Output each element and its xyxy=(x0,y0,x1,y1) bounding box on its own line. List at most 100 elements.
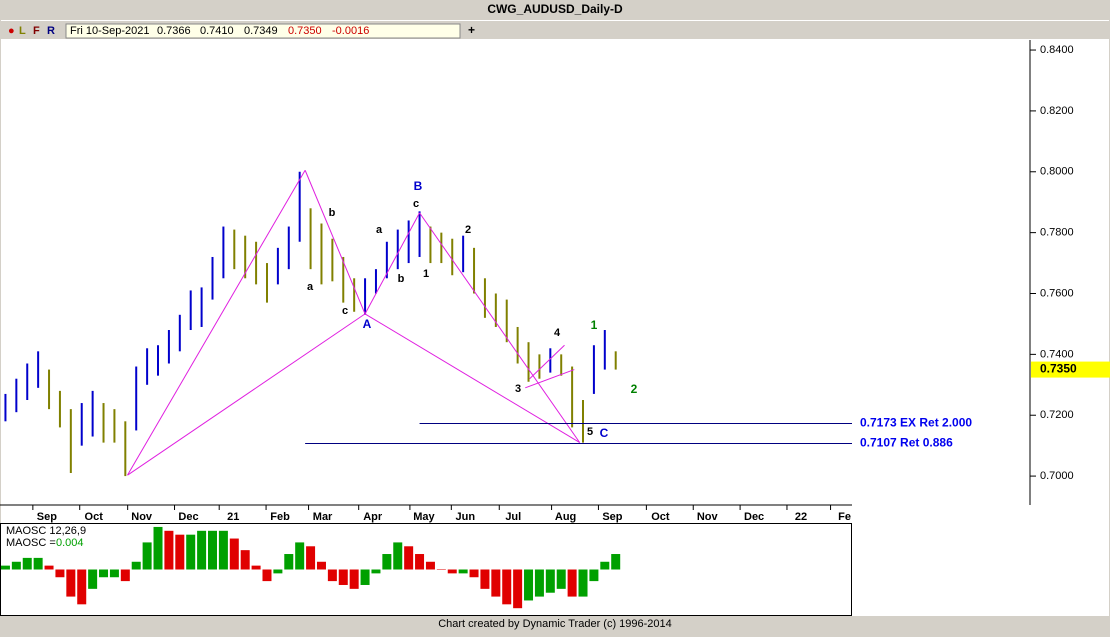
footer-bar xyxy=(0,616,1110,632)
osc-bar xyxy=(491,569,501,597)
osc-bar xyxy=(513,569,523,609)
osc-bar xyxy=(273,569,283,574)
wave-label: 2 xyxy=(465,224,471,236)
x-tick-label: May xyxy=(413,511,435,523)
wave-label: a xyxy=(307,281,314,293)
osc-bar xyxy=(208,530,217,570)
wave-label: 3 xyxy=(515,383,521,395)
x-tick-label: Nov xyxy=(131,511,153,523)
level-label: 0.7107 Ret 0.886 xyxy=(860,436,953,450)
osc-bar xyxy=(120,569,130,582)
osc-bar xyxy=(306,546,316,570)
osc-bar xyxy=(66,569,76,597)
osc-bar xyxy=(524,569,534,601)
osc-bar xyxy=(240,550,250,570)
wave-label: C xyxy=(600,426,609,440)
pattern-line xyxy=(127,169,306,476)
info-change: -0.0016 xyxy=(332,25,369,37)
osc-bar xyxy=(11,561,21,570)
osc-bar xyxy=(131,561,141,570)
osc-bar xyxy=(99,569,109,578)
wave-label: b xyxy=(329,207,336,219)
toolbar-button[interactable]: L xyxy=(19,25,26,37)
wave-label: B xyxy=(414,179,423,193)
osc-bar xyxy=(218,530,228,570)
x-tick-label: Sep xyxy=(602,511,622,523)
footer: Chart created by Dynamic Trader (c) 1996… xyxy=(438,618,672,630)
toolbar-button[interactable]: F xyxy=(33,25,40,37)
osc-bar xyxy=(425,561,435,570)
pattern-line xyxy=(529,344,565,380)
osc-bar xyxy=(229,538,239,570)
x-tick-label: Apr xyxy=(363,511,383,523)
pattern-line xyxy=(419,212,581,443)
osc-value-text: MAOSC = xyxy=(6,537,56,549)
y-tick-label: 0.7600 xyxy=(1040,287,1074,299)
wave-label: 2 xyxy=(631,382,638,396)
last-price-label: 0.7350 xyxy=(1040,362,1077,376)
chart-canvas xyxy=(1,20,1109,616)
osc-bar xyxy=(545,569,555,593)
wave-label: c xyxy=(413,198,419,210)
info-low: 0.7349 xyxy=(244,25,278,37)
pattern-line xyxy=(127,313,366,476)
wave-label: 5 xyxy=(587,426,593,438)
x-tick-label: 22 xyxy=(795,511,807,523)
wave-label: c xyxy=(342,305,348,317)
x-tick-label: Oct xyxy=(651,511,670,523)
osc-bar xyxy=(469,569,479,578)
osc-value: 0.004 xyxy=(56,537,84,549)
osc-bar xyxy=(534,569,544,597)
osc-bar xyxy=(338,569,348,585)
toolbar-dot[interactable]: ● xyxy=(8,25,15,37)
osc-bar xyxy=(186,534,196,570)
osc-bar xyxy=(164,530,174,570)
osc-bar xyxy=(55,569,65,578)
x-tick-label: Aug xyxy=(555,511,576,523)
osc-bar xyxy=(415,554,425,570)
add-button[interactable]: + xyxy=(468,23,475,37)
info-box xyxy=(65,23,461,39)
pattern-line xyxy=(304,170,366,315)
osc-bar xyxy=(371,569,381,574)
oscillator-pane xyxy=(0,523,852,616)
pattern-line xyxy=(364,212,420,315)
wave-label: a xyxy=(376,224,383,236)
osc-bar xyxy=(316,561,326,570)
osc-bar xyxy=(109,569,119,578)
osc-bar xyxy=(44,565,54,570)
osc-bar xyxy=(611,554,621,570)
osc-bar xyxy=(327,569,337,582)
y-tick-label: 0.7000 xyxy=(1040,470,1074,482)
osc-bar xyxy=(77,569,87,605)
osc-bar xyxy=(578,569,588,597)
info-close: 0.7350 xyxy=(288,25,322,37)
x-tick-label: 21 xyxy=(227,511,239,523)
info-date: Fri 10-Sep-2021 xyxy=(70,25,150,37)
y-tick-label: 0.8000 xyxy=(1040,166,1074,178)
x-tick-label: Fe xyxy=(838,511,851,523)
osc-bar xyxy=(153,526,163,570)
x-tick-label: Dec xyxy=(178,511,198,523)
x-tick-label: Feb xyxy=(270,511,290,523)
y-tick-label: 0.7800 xyxy=(1040,227,1074,239)
osc-bar xyxy=(284,554,294,570)
osc-bar xyxy=(382,554,392,570)
osc-bar xyxy=(295,542,305,570)
osc-bar xyxy=(0,565,10,570)
y-tick-label: 0.7200 xyxy=(1040,409,1074,421)
toolbar-button[interactable]: R xyxy=(47,25,55,37)
y-tick-label: 0.7400 xyxy=(1040,348,1074,360)
osc-bar xyxy=(404,546,414,570)
osc-bar xyxy=(480,569,490,589)
osc-bar xyxy=(600,561,610,570)
osc-bar xyxy=(458,569,468,574)
x-tick-label: Oct xyxy=(85,511,104,523)
wave-label: 1 xyxy=(591,318,598,332)
chart-title: CWG_AUDUSD_Daily-D xyxy=(487,2,623,16)
y-tick-label: 0.8400 xyxy=(1040,44,1074,56)
osc-bar xyxy=(262,569,272,582)
osc-bar xyxy=(88,569,98,589)
